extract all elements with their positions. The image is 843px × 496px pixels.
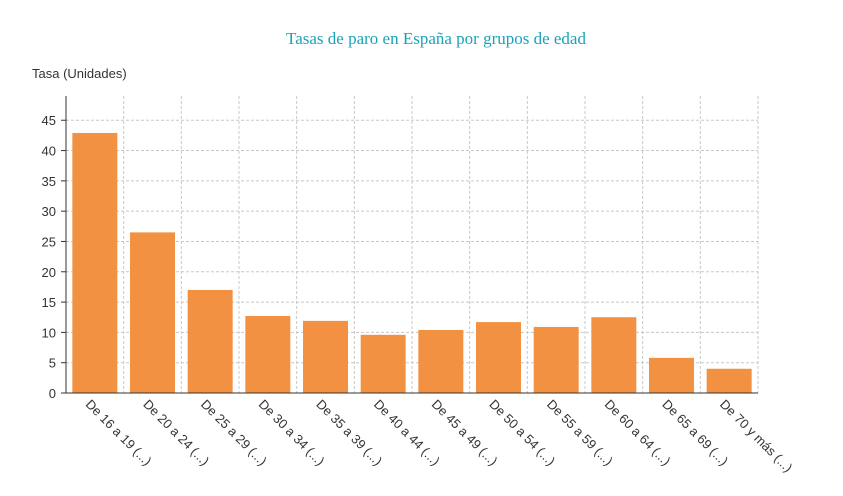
y-tick-label: 10 [42, 325, 56, 340]
y-tick-label: 25 [42, 234, 56, 249]
y-tick-label: 5 [49, 356, 56, 371]
bar [360, 334, 406, 393]
bar [72, 132, 118, 394]
y-tick-label: 15 [42, 295, 56, 310]
y-tick-label: 0 [49, 386, 56, 401]
bar [245, 316, 291, 393]
bar [303, 320, 348, 393]
bar [187, 289, 233, 393]
y-tick-label: 40 [42, 144, 56, 159]
y-tick-label: 20 [42, 265, 56, 280]
y-tick-label: 30 [42, 204, 56, 219]
y-tick-label: 45 [42, 113, 56, 128]
bar [591, 317, 637, 393]
y-tick-label: 35 [42, 174, 56, 189]
bar [130, 232, 175, 393]
bar [418, 329, 464, 393]
bar [649, 357, 694, 393]
bar [706, 368, 752, 393]
chart-title: Tasas de paro en España por grupos de ed… [286, 29, 586, 48]
bar [476, 322, 521, 393]
bar [533, 326, 579, 393]
x-tick-label: De 70 y más (...) [717, 397, 796, 476]
y-axis-label: Tasa (Unidades) [32, 66, 127, 81]
